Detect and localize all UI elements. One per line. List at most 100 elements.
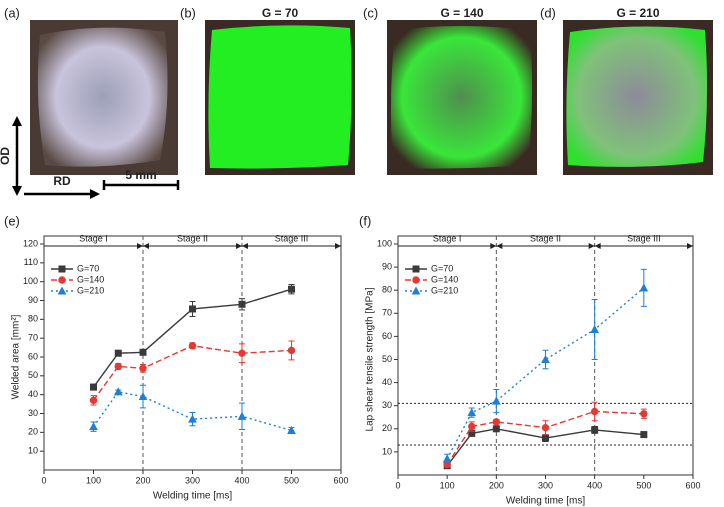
marker <box>639 283 649 292</box>
marker <box>139 364 147 372</box>
legend-marker <box>411 286 421 295</box>
marker <box>491 396 501 405</box>
y-tick-label: 70 <box>28 333 38 343</box>
y-tick-label: 10 <box>382 446 392 456</box>
y-tick-label: 20 <box>382 423 392 433</box>
legend-marker <box>58 276 66 284</box>
marker <box>113 387 123 396</box>
x-tick-label: 200 <box>135 475 150 485</box>
stage-arrowhead <box>236 243 242 249</box>
y-tick-label: 80 <box>382 285 392 295</box>
panel-label: (a) <box>4 5 20 20</box>
marker <box>114 362 122 371</box>
stage-arrowhead <box>335 243 341 249</box>
marker <box>237 411 247 420</box>
stage-label: Stage I <box>79 233 108 243</box>
panel-title: G = 70 <box>262 6 299 20</box>
y-tick-label: 40 <box>28 389 38 399</box>
y-tick-label: 100 <box>377 238 392 248</box>
panel-label: (e) <box>4 213 20 228</box>
y-tick-label: 20 <box>28 427 38 437</box>
legend-label: G=70 <box>77 263 99 273</box>
y-tick-label: 50 <box>382 354 392 364</box>
marker <box>492 418 501 426</box>
marker <box>442 454 452 463</box>
stage-arrowhead <box>137 243 143 249</box>
legend-label: G=210 <box>77 285 104 295</box>
marker <box>89 396 98 405</box>
legend-label: G=140 <box>431 274 458 284</box>
series-line <box>446 287 645 460</box>
marker <box>541 423 550 432</box>
y-tick-label: 50 <box>28 370 38 380</box>
marker <box>640 431 648 439</box>
scale-bar-label: 5 mm <box>125 168 156 182</box>
marker <box>138 391 148 401</box>
stage-arrowhead <box>687 243 693 249</box>
x-tick-label: 400 <box>587 480 602 490</box>
y-tick-label: 30 <box>28 408 38 418</box>
legend-marker <box>412 276 420 284</box>
panel-label: (b) <box>180 5 196 20</box>
marker <box>288 285 295 293</box>
marker <box>287 346 296 355</box>
x-tick-label: 100 <box>86 475 101 485</box>
series-line <box>446 428 644 467</box>
marker <box>640 410 648 418</box>
marker <box>114 349 122 357</box>
marker <box>139 348 147 356</box>
marker <box>238 300 246 308</box>
od-label: OD <box>0 147 12 165</box>
image-c <box>387 20 537 175</box>
marker <box>287 425 296 434</box>
stage-arrowhead <box>143 243 149 249</box>
marker <box>189 305 196 313</box>
x-tick-label: 0 <box>41 475 46 485</box>
legend-label: G=210 <box>431 285 458 295</box>
stage-label: Stage I <box>433 233 462 243</box>
y-tick-label: 90 <box>28 295 38 305</box>
x-axis-label: Welding time [ms] <box>506 496 586 507</box>
x-tick-label: 600 <box>333 475 348 485</box>
marker <box>90 383 97 391</box>
x-tick-label: 500 <box>284 475 299 485</box>
marker <box>541 354 550 363</box>
legend-label: G=140 <box>77 274 104 284</box>
panel-label: (d) <box>540 5 556 20</box>
x-tick-label: 200 <box>489 480 504 490</box>
legend-marker <box>58 265 66 273</box>
marker <box>188 342 197 350</box>
stage-arrowhead <box>588 243 595 249</box>
y-tick-label: 80 <box>28 314 38 324</box>
stage-label: Stage III <box>627 233 661 243</box>
x-tick-label: 300 <box>538 480 553 490</box>
x-tick-label: 0 <box>395 480 400 490</box>
marker <box>590 407 599 416</box>
y-tick-label: 60 <box>28 351 38 361</box>
series-line <box>446 410 644 465</box>
marker <box>492 425 500 433</box>
marker <box>89 422 98 431</box>
panel-label: (f) <box>359 213 371 228</box>
y-tick-label: 100 <box>23 276 38 286</box>
marker <box>468 422 476 431</box>
x-tick-label: 100 <box>440 480 455 490</box>
stage-label: Stage II <box>177 233 208 243</box>
legend-label: G=70 <box>431 263 453 273</box>
image-b <box>205 20 355 175</box>
panel-label: (c) <box>363 5 378 20</box>
stage-label: Stage III <box>275 233 309 243</box>
y-tick-label: 120 <box>23 238 38 248</box>
panel-title: G = 140 <box>440 6 483 20</box>
marker <box>188 414 197 423</box>
y-tick-label: 40 <box>382 377 392 387</box>
stage-label: Stage II <box>530 233 561 243</box>
legend-marker <box>412 265 420 273</box>
y-tick-label: 30 <box>382 400 392 410</box>
x-tick-label: 300 <box>185 475 200 485</box>
y-axis-label: Lap shear tensile strength [MPa] <box>365 287 376 431</box>
y-axis-label: Welded area [mm²] <box>11 314 22 399</box>
image-a <box>30 20 178 175</box>
stage-arrowhead <box>242 243 248 249</box>
y-tick-label: 110 <box>24 257 38 267</box>
